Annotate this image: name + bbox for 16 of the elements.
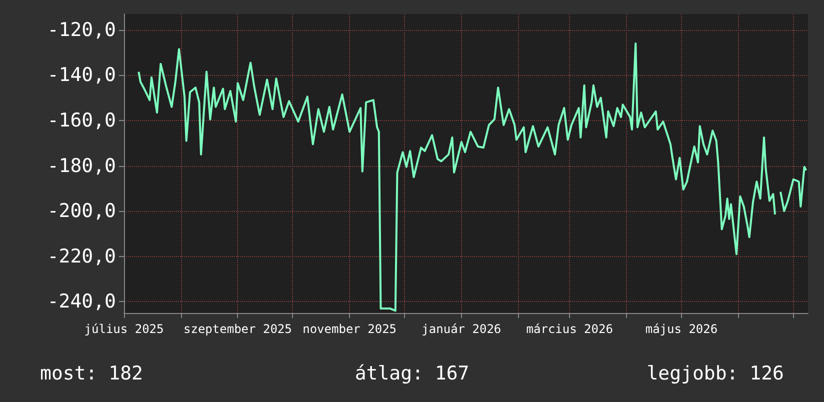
- y-tick-label: -200,0: [47, 200, 116, 222]
- x-tick-label: május 2026: [645, 322, 718, 336]
- x-tick-label: november 2025: [302, 322, 397, 336]
- y-tick-label: -140,0: [47, 64, 116, 86]
- text: most: 182: [40, 362, 143, 384]
- x-tick-label: március 2026: [526, 322, 613, 336]
- x-tick-label: július 2025: [84, 322, 164, 336]
- x-tick-label: szeptember 2025: [184, 322, 292, 336]
- y-tick-label: -120,0: [47, 18, 116, 41]
- y-tick-label: -220,0: [47, 245, 116, 268]
- text: legjobb: 126: [646, 362, 784, 384]
- y-tick-label: -180,0: [47, 154, 116, 177]
- text: átlag: 167: [354, 362, 470, 384]
- x-tick-label: január 2026: [422, 322, 502, 336]
- y-tick-label: -160,0: [47, 109, 116, 132]
- y-tick-label: -240,0: [47, 290, 116, 313]
